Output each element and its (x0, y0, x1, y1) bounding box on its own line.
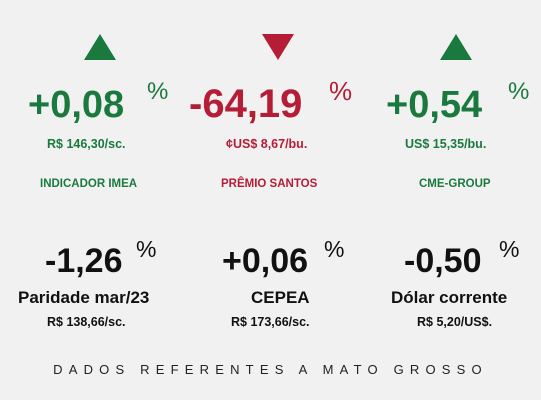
imea-change-value: +0,08 (28, 84, 125, 126)
paridade-percent-sign: % (136, 236, 157, 262)
cepea-percent-sign: % (324, 236, 345, 262)
premio-santos-label: PRÊMIO SANTOS (221, 178, 318, 190)
up-triangle-icon (440, 34, 472, 60)
imea-price: R$ 146,30/sc. (47, 137, 126, 151)
paridade-title: Paridade mar/23 (18, 288, 150, 307)
footer-note: DADOS REFERENTES A MATO GROSSO (53, 362, 488, 377)
premio-santos-price: ¢US$ 8,67/bu. (226, 137, 308, 151)
cepea-title: CEPEA (251, 288, 310, 307)
cme-price: US$ 15,35/bu. (405, 137, 487, 151)
dolar-percent-sign: % (499, 236, 520, 262)
imea-label: INDICADOR IMEA (40, 178, 138, 190)
dolar-price: R$ 5,20/US$. (417, 315, 493, 329)
paridade-price: R$ 138,66/sc. (47, 315, 126, 329)
dolar-title: Dólar corrente (391, 288, 508, 307)
cme-change-value: +0,54 (386, 84, 483, 126)
up-triangle-icon (84, 34, 116, 60)
premio-santos-percent-sign: % (329, 76, 353, 106)
down-triangle-icon (262, 34, 294, 60)
cepea-price: R$ 173,66/sc. (231, 315, 310, 329)
paridade-change-value: -1,26 (45, 242, 123, 280)
cepea-change-value: +0,06 (222, 242, 309, 280)
premio-santos-change-value: -64,19 (189, 82, 303, 126)
dolar-change-value: -0,50 (404, 242, 482, 280)
imea-percent-sign: % (147, 78, 169, 105)
cme-percent-sign: % (508, 78, 530, 105)
cme-label: CME-GROUP (419, 178, 491, 190)
